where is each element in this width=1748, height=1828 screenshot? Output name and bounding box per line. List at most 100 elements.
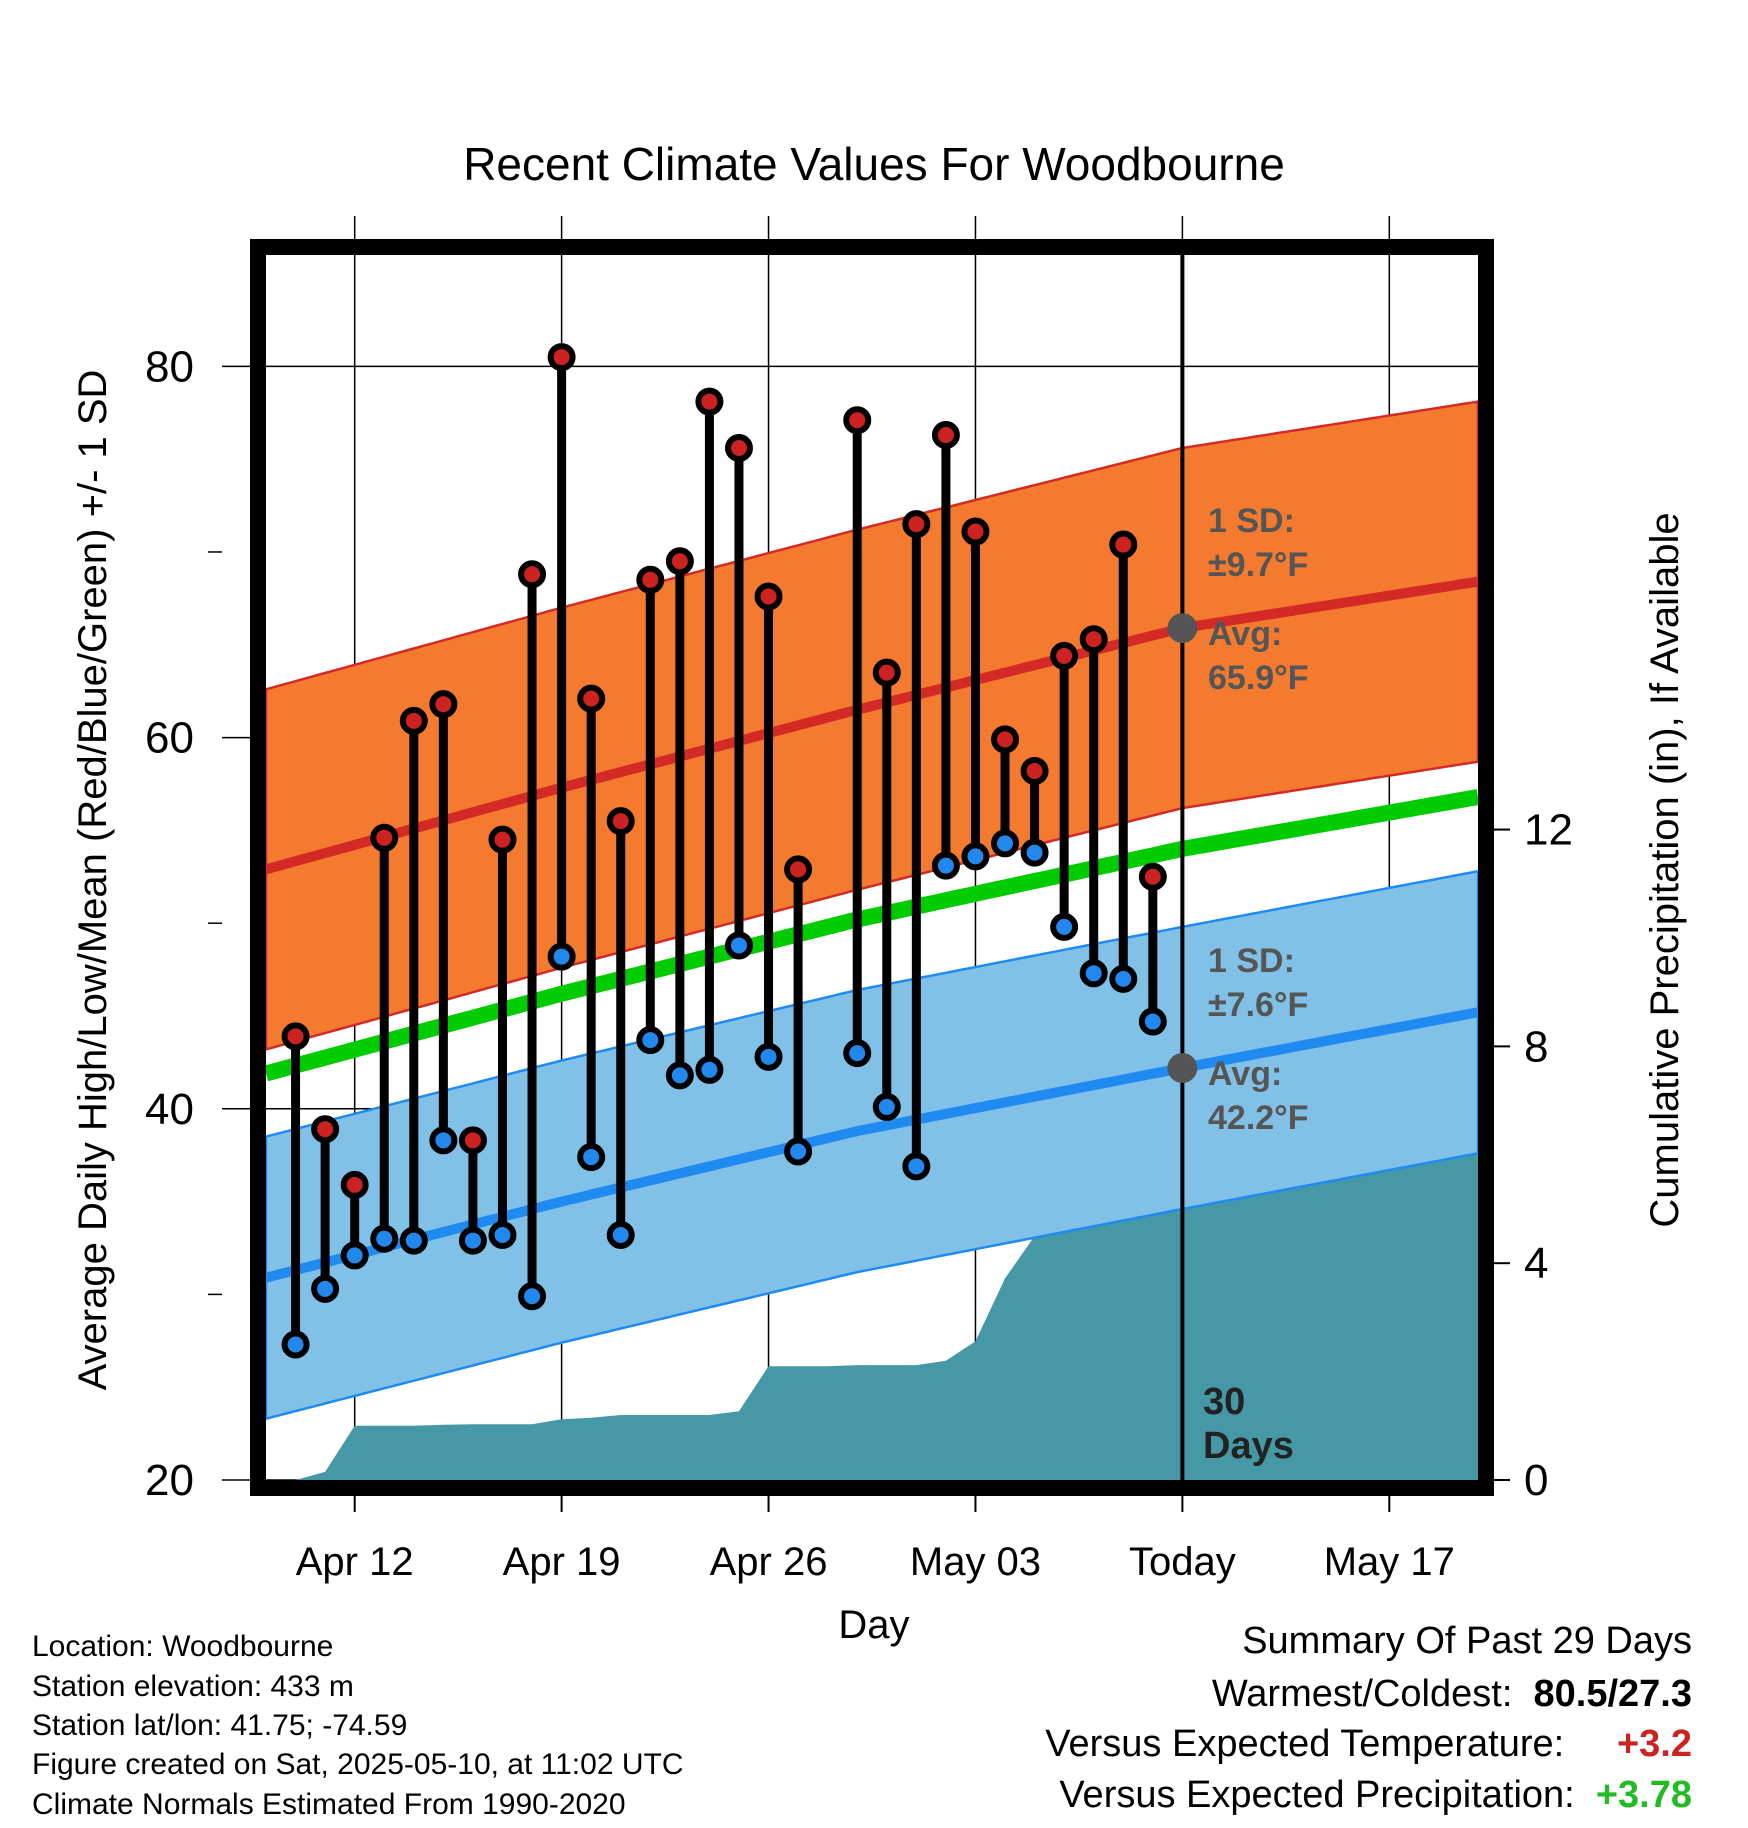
window-label-days: Days: [1203, 1425, 1294, 1467]
today-low-avg-marker: [1167, 1052, 1198, 1083]
daily-high-point-24: [1020, 756, 1049, 785]
daily-low-point-25: [1050, 912, 1079, 941]
daily-high-point-27: [1109, 530, 1138, 559]
daily-high-point-25: [1050, 641, 1079, 670]
daily-high-point-18: [843, 406, 872, 435]
x-tick-label-4: Today: [1129, 1540, 1236, 1584]
daily-high-point-20: [902, 510, 931, 539]
low-avg-value: 42.2°F: [1208, 1099, 1309, 1137]
summary-temp: Versus Expected Temperature: +3.2: [1045, 1723, 1692, 1766]
location-text: Location: Woodbourne: [32, 1630, 334, 1663]
daily-low-point-5: [429, 1126, 458, 1155]
daily-low-point-4: [399, 1226, 428, 1255]
precip-label: Versus Expected Precipitation:: [1059, 1774, 1575, 1816]
y-tick-label-3: 80: [145, 342, 194, 391]
low-sd-value: ±7.6°F: [1208, 986, 1308, 1024]
warm-cold-label: Warmest/Coldest:: [1211, 1673, 1513, 1715]
window-label-number: 30: [1203, 1381, 1245, 1423]
y2-tick-label-3: 12: [1524, 806, 1573, 855]
daily-high-point-19: [872, 658, 901, 687]
daily-low-point-9: [547, 942, 576, 971]
daily-high-point-4: [399, 706, 428, 735]
daily-high-point-6: [458, 1126, 487, 1155]
daily-low-point-0: [281, 1330, 310, 1359]
daily-high-point-16: [754, 582, 783, 611]
high-normal-line: [264, 576, 1479, 875]
daily-low-point-21: [931, 851, 960, 880]
daily-high-point-21: [931, 421, 960, 450]
x-tick-label-2: Apr 26: [710, 1540, 828, 1584]
daily-low-point-24: [1020, 838, 1049, 867]
daily-low-point-14: [695, 1055, 724, 1084]
daily-high-point-2: [340, 1170, 369, 1199]
high-avg-value: 65.9°F: [1208, 659, 1309, 697]
daily-high-point-15: [724, 434, 753, 463]
mean-normal-line: [263, 789, 1480, 1082]
daily-high-point-11: [606, 807, 635, 836]
normals-text: Climate Normals Estimated From 1990-2020: [32, 1788, 626, 1821]
daily-high-point-12: [636, 565, 665, 594]
high-avg-label: Avg:: [1208, 615, 1282, 653]
y2-tick-label-0: 0: [1524, 1456, 1548, 1505]
high-sd-value: ±9.7°F: [1208, 546, 1308, 584]
y-tick-label-1: 40: [145, 1085, 194, 1134]
daily-high-point-22: [961, 517, 990, 546]
y-axis-left: 20 40 60 80: [145, 342, 222, 1505]
daily-high-point-9: [547, 343, 576, 372]
summary-warm-cold: Warmest/Coldest: 80.5/27.3: [1212, 1673, 1692, 1716]
x-axis: Apr 12 Apr 19 Apr 26 May 03 Today May 17: [296, 1496, 1455, 1584]
elevation-text: Station elevation: 433 m: [32, 1670, 354, 1703]
daily-high-point-13: [665, 547, 694, 576]
plot-frame: [250, 239, 1494, 1496]
daily-low-point-18: [843, 1039, 872, 1068]
y-tick-label-2: 60: [145, 714, 194, 763]
y-axis-label: Average Daily High/Low/Mean (Red/Blue/Gr…: [71, 370, 115, 1391]
daily-high-point-23: [991, 725, 1020, 754]
summary-title: Summary Of Past 29 Days: [1242, 1620, 1692, 1662]
normal-bands: [263, 400, 1480, 1421]
summary-precip: Versus Expected Precipitation: +3.78: [1059, 1774, 1692, 1817]
daily-low-point-23: [991, 829, 1020, 858]
today-high-avg-marker: [1167, 613, 1198, 644]
precip-value: +3.78: [1595, 1774, 1692, 1816]
daily-low-point-3: [370, 1224, 399, 1253]
daily-low-point-10: [577, 1143, 606, 1172]
daily-high-point-8: [518, 560, 547, 589]
daily-high-point-14: [695, 387, 724, 416]
y2-tick-label-2: 8: [1524, 1022, 1548, 1071]
chart-title: Recent Climate Values For Woodbourne: [463, 138, 1285, 190]
annotations: 1 SD: ±9.7°F Avg: 65.9°F 1 SD: ±7.6°F Av…: [1203, 502, 1309, 1467]
x-tick-label-1: Apr 19: [503, 1540, 621, 1584]
created-text: Figure created on Sat, 2025-05-10, at 11…: [32, 1748, 684, 1781]
daily-low-point-8: [518, 1282, 547, 1311]
daily-low-point-20: [902, 1152, 931, 1181]
daily-high-point-1: [311, 1115, 340, 1144]
low-normal-line: [264, 1007, 1479, 1283]
high-sd-label: 1 SD:: [1208, 502, 1295, 540]
temp-value: +3.2: [1616, 1723, 1692, 1765]
daily-high-point-10: [577, 684, 606, 713]
daily-range-sticks: [291, 357, 1158, 1345]
daily-high-point-7: [488, 825, 517, 854]
x-tick-label-0: Apr 12: [296, 1540, 414, 1584]
y-axis-right: 0 4 8 12: [1494, 806, 1573, 1505]
y2-tick-label-1: 4: [1524, 1239, 1548, 1288]
daily-high-point-26: [1079, 625, 1108, 654]
daily-low-point-26: [1079, 959, 1108, 988]
x-tick-label-3: May 03: [910, 1540, 1041, 1584]
daily-low-point-11: [606, 1221, 635, 1249]
daily-low-point-6: [458, 1226, 487, 1255]
daily-low-point-13: [665, 1061, 694, 1090]
y-tick-label-0: 20: [145, 1456, 194, 1505]
daily-low-point-17: [784, 1137, 813, 1166]
latlon-text: Station lat/lon: 41.75; -74.59: [32, 1709, 408, 1742]
daily-low-point-2: [340, 1241, 369, 1270]
plot-area: 1 SD: ±9.7°F Avg: 65.9°F 1 SD: ±7.6°F Av…: [222, 216, 1494, 1496]
low-sd-label: 1 SD:: [1208, 942, 1295, 980]
daily-low-point-27: [1109, 964, 1138, 993]
daily-high-point-3: [370, 823, 399, 852]
daily-low-point-15: [724, 931, 753, 960]
daily-low-point-12: [636, 1026, 665, 1055]
daily-low-point-16: [754, 1042, 783, 1071]
